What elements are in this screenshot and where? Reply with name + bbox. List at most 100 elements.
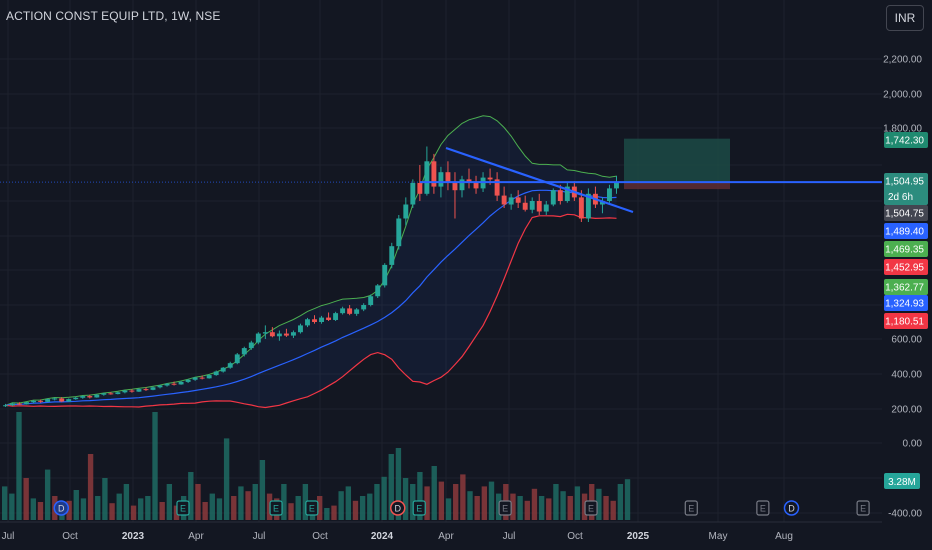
candle-body	[585, 193, 591, 219]
volume-bar	[352, 500, 359, 520]
candle-body	[410, 183, 416, 205]
volume-bar	[510, 493, 516, 520]
candle-body	[424, 161, 430, 194]
candle-body	[45, 399, 51, 402]
volume-bar	[603, 496, 609, 520]
drawings[interactable]	[0, 146, 882, 214]
volume-bar	[9, 493, 15, 520]
volume-bar	[359, 496, 366, 520]
candle-body	[136, 389, 142, 392]
price-tag	[884, 279, 928, 295]
price-tag-label: 1,452.95	[885, 263, 924, 274]
event-label: E	[860, 504, 866, 514]
volume-bar	[517, 496, 523, 520]
volume-bar	[410, 484, 416, 520]
volume-bar	[538, 496, 545, 520]
volume-bar	[331, 505, 337, 520]
time-axis-label: Oct	[312, 531, 328, 542]
volume-bar	[216, 498, 223, 520]
time-axis-label: Jul	[2, 531, 15, 542]
candle-body	[543, 204, 549, 212]
candle-body	[417, 183, 423, 194]
event-marker-e: E	[756, 500, 770, 516]
candle-body	[38, 400, 44, 402]
volume-bar	[402, 478, 409, 520]
volume-bar	[395, 448, 402, 520]
volume-bar	[374, 484, 380, 520]
volume-bar	[295, 496, 301, 520]
event-label: D	[788, 504, 795, 514]
volume-bar	[223, 438, 230, 520]
price-axis-label: 600.00	[891, 335, 922, 346]
candle-body	[143, 389, 149, 391]
price-axis-label: 400.00	[891, 370, 922, 381]
candle-body	[340, 308, 346, 314]
event-label: E	[309, 504, 315, 514]
volume-bar	[367, 493, 373, 520]
event-label: E	[502, 504, 508, 514]
time-axis-label: Aug	[775, 531, 793, 542]
trendline	[445, 146, 634, 214]
candle-body	[17, 403, 23, 405]
event-square	[412, 500, 426, 516]
candle-body	[171, 383, 177, 385]
event-marker-e: E	[176, 500, 190, 516]
candle-body	[31, 400, 37, 403]
candle-body	[255, 333, 261, 343]
volume-bar	[238, 486, 244, 520]
volume-bar	[166, 484, 173, 520]
candle-body	[501, 195, 507, 205]
candle-body	[108, 393, 114, 395]
candle-body	[269, 332, 275, 337]
volume-bar	[624, 479, 631, 520]
candle-body	[185, 379, 191, 382]
candle-body	[115, 392, 121, 395]
candle-body	[206, 375, 212, 379]
event-square	[756, 500, 770, 516]
currency-button[interactable]: INR	[886, 5, 924, 31]
volume-bar	[467, 491, 473, 520]
candle-body	[73, 397, 79, 400]
time-axis[interactable]: Jul Oct 2023 Apr Jul Oct 2024 Apr Jul Oct 2025 May A…	[0, 521, 882, 542]
event-circle	[390, 500, 406, 516]
candle-body	[24, 402, 30, 405]
price-tag	[884, 313, 928, 329]
candle-body	[178, 381, 184, 385]
candle-body	[438, 172, 444, 187]
event-marker-e: E	[412, 500, 426, 516]
price-tags: 1,742.30 1,504.95 2d 6h 1,504.75 1,489.40 1,4…	[884, 132, 928, 489]
candle-body	[213, 371, 219, 376]
candle-body	[578, 197, 584, 219]
volume-bar	[95, 496, 101, 520]
candle-body	[234, 354, 240, 364]
candle-body	[347, 308, 353, 314]
price-tag-label: 1,324.93	[885, 299, 924, 310]
volume-bar	[66, 500, 72, 520]
time-axis-label: May	[709, 531, 728, 542]
event-marker-d: D	[783, 500, 800, 516]
volume-bar	[567, 496, 573, 520]
event-square	[305, 500, 319, 516]
event-label: E	[273, 504, 279, 514]
event-circle	[53, 500, 70, 516]
event-square	[176, 500, 190, 516]
event-markers[interactable]: DEEEDEEEEEDEE	[53, 500, 932, 516]
candle-body	[494, 179, 500, 196]
target-zone[interactable]	[624, 138, 730, 190]
bb-upper-line	[5, 115, 617, 406]
volume-bar	[431, 466, 437, 520]
price-tag	[884, 173, 928, 205]
candle-body	[305, 319, 310, 326]
volume-bar	[73, 490, 79, 520]
volume-bar	[138, 498, 144, 520]
price-axis-label: -400.00	[888, 509, 922, 520]
bb-lower-line	[5, 213, 617, 409]
candle-body	[199, 377, 205, 379]
volume-bar	[453, 484, 459, 520]
candle-body	[298, 325, 303, 333]
time-axis-label: Oct	[567, 531, 583, 542]
candle-body	[389, 246, 395, 265]
candle-body	[607, 188, 612, 201]
price-axis[interactable]: -400.00 0.00 200.00 400.00 600.00 1,800.00 2,0…	[883, 55, 922, 520]
